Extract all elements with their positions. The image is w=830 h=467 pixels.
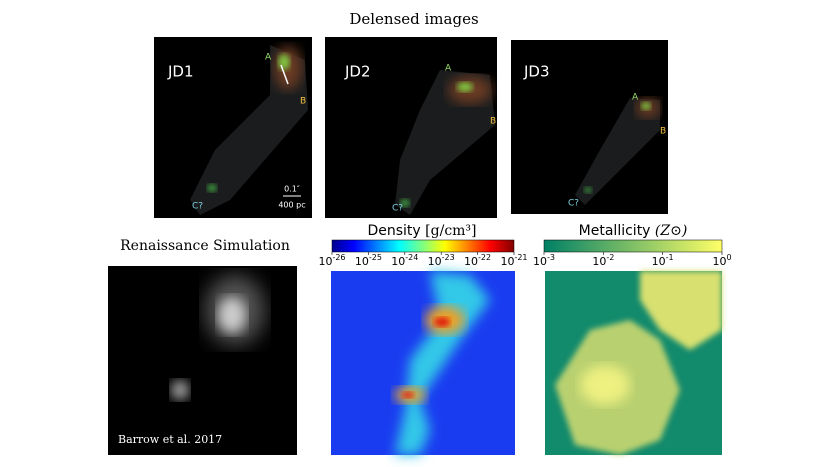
region bbox=[640, 271, 722, 350]
image-c: C? bbox=[192, 202, 203, 212]
tick-exponent: -24 bbox=[405, 253, 418, 262]
critical-line bbox=[280, 64, 289, 85]
glow bbox=[171, 380, 189, 400]
panel-label: JD3 bbox=[523, 63, 550, 81]
tick-base: 10 bbox=[391, 255, 405, 268]
tick-label: 10-26 bbox=[318, 253, 345, 269]
tick-exponent: -22 bbox=[478, 253, 491, 262]
tick-base: 10 bbox=[712, 255, 726, 268]
tick-label: 10-23 bbox=[428, 253, 455, 269]
tick-exponent: -1 bbox=[666, 253, 674, 262]
panel-bg bbox=[108, 266, 297, 455]
colorbar-ticks: 10-3 10-2 10-1 100 bbox=[533, 252, 732, 268]
arc bbox=[575, 98, 660, 205]
tick-exponent: -2 bbox=[606, 253, 614, 262]
image-a: A bbox=[445, 64, 452, 74]
image-b: B bbox=[490, 117, 496, 127]
image-c: C? bbox=[568, 199, 579, 209]
glow bbox=[584, 187, 592, 193]
colorbar-title: Density [g/cm³] bbox=[367, 223, 476, 239]
colorbar-title: Metallicity (Z⊙) bbox=[579, 223, 688, 239]
image-b: B bbox=[660, 127, 666, 137]
tick-exponent: 0 bbox=[726, 253, 731, 262]
title-text: Metallicity bbox=[579, 223, 651, 239]
tick-label: 10-25 bbox=[355, 253, 382, 269]
simulation-panel: Barrow et al. 2017 bbox=[108, 266, 297, 455]
clump bbox=[402, 392, 414, 398]
simulation-title: Renaissance Simulation bbox=[120, 238, 290, 254]
glow bbox=[207, 184, 217, 192]
clump bbox=[434, 317, 450, 327]
image-a: A bbox=[632, 93, 639, 103]
panel-label: JD1 bbox=[167, 63, 194, 81]
colorbar-ticks: 10-26 10-25 10-24 10-23 10-22 10-21 bbox=[318, 252, 528, 269]
unit: [g/cm³] bbox=[425, 223, 476, 239]
tick-label: 10-24 bbox=[391, 253, 418, 269]
tick-label: 10-21 bbox=[500, 253, 527, 269]
tick-label: 10-22 bbox=[464, 253, 491, 269]
glow bbox=[278, 54, 290, 70]
tick-exponent: -26 bbox=[332, 253, 345, 262]
jd1-panel: JD1 A B C? 0.1″ 400 pc bbox=[154, 37, 312, 218]
jd3-panel: JD3 A B C? bbox=[511, 40, 668, 214]
tick-base: 10 bbox=[533, 255, 547, 268]
tick-exponent: -23 bbox=[442, 253, 455, 262]
image-c: C? bbox=[392, 204, 403, 214]
glow bbox=[218, 297, 246, 333]
tick-base: 10 bbox=[500, 255, 514, 268]
tick-base: 10 bbox=[355, 255, 369, 268]
metallicity-panel bbox=[545, 271, 722, 455]
scale-length: 400 pc bbox=[278, 201, 305, 210]
region bbox=[580, 365, 630, 405]
tick-label: 100 bbox=[712, 253, 731, 269]
unit: (Z⊙) bbox=[655, 223, 687, 239]
credit: Barrow et al. 2017 bbox=[118, 433, 222, 446]
arc bbox=[395, 70, 495, 215]
tick-base: 10 bbox=[592, 255, 606, 268]
title: Delensed images bbox=[349, 10, 478, 28]
glow bbox=[457, 82, 473, 92]
tick-base: 10 bbox=[464, 255, 478, 268]
glow bbox=[641, 102, 651, 110]
glow bbox=[400, 199, 410, 207]
tick-base: 10 bbox=[428, 255, 442, 268]
scale-angle: 0.1″ bbox=[284, 185, 300, 194]
filament bbox=[395, 271, 490, 455]
colorbar bbox=[331, 239, 515, 253]
panel-label: JD2 bbox=[344, 63, 371, 81]
tick-label: 10-3 bbox=[533, 253, 555, 269]
jd2-panel: JD2 A B C? bbox=[325, 37, 497, 218]
tick-exponent: -25 bbox=[369, 253, 382, 262]
arc bbox=[190, 45, 308, 215]
colorbar bbox=[543, 239, 723, 253]
image-b: B bbox=[300, 97, 306, 107]
tick-base: 10 bbox=[318, 255, 332, 268]
density-panel bbox=[331, 271, 515, 455]
tick-exponent: -21 bbox=[514, 253, 527, 262]
image-a: A bbox=[265, 53, 272, 63]
title-text: Density bbox=[367, 223, 420, 239]
tick-exponent: -3 bbox=[547, 253, 555, 262]
tick-base: 10 bbox=[652, 255, 666, 268]
tick-label: 10-2 bbox=[592, 253, 614, 269]
tick-label: 10-1 bbox=[652, 253, 674, 269]
